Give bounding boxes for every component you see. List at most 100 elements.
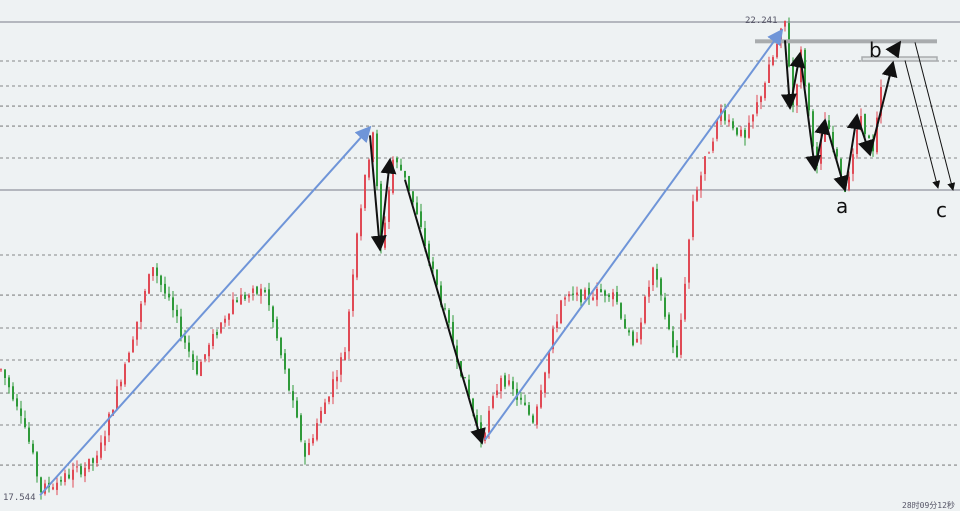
candle-body	[764, 83, 766, 99]
candle-body	[380, 183, 382, 248]
candle-body	[580, 289, 582, 303]
candle-body	[32, 443, 34, 453]
candle-body	[364, 174, 366, 209]
candle-body	[668, 314, 670, 330]
candle-body	[156, 267, 158, 276]
candle-body	[676, 345, 678, 358]
candle-body	[644, 296, 646, 323]
price-low-label: 17.544	[3, 493, 36, 503]
candle-body	[784, 20, 786, 27]
candle-body	[704, 156, 706, 175]
candle-body	[856, 129, 858, 154]
candle-body	[172, 297, 174, 311]
candle-body	[76, 466, 78, 468]
wave-arrow	[404, 179, 486, 445]
wave-arrow	[369, 135, 387, 252]
candle-body	[820, 140, 822, 164]
candle-body	[540, 390, 542, 408]
candle-body	[752, 114, 754, 122]
candle-body	[356, 233, 358, 278]
candle-body	[248, 295, 250, 298]
price-high-label: 22.241	[745, 16, 778, 26]
candle-body	[336, 376, 338, 382]
candle-body	[192, 354, 194, 363]
candle-body	[864, 113, 866, 134]
candle-body	[72, 469, 74, 480]
candle-body	[788, 23, 790, 67]
candle-body	[204, 354, 206, 360]
candle-body	[452, 321, 454, 344]
candle-body	[284, 353, 286, 370]
time-label: 28时09分12秒	[902, 501, 955, 510]
candle-body	[120, 381, 122, 387]
candle-body	[332, 379, 334, 398]
candle-body	[828, 120, 830, 129]
candle-body	[256, 286, 258, 294]
candle-body	[144, 291, 146, 303]
candle-body	[600, 289, 602, 292]
candle-body	[724, 109, 726, 121]
candle-body	[308, 443, 310, 455]
candle-body	[404, 170, 406, 178]
candle-body	[588, 287, 590, 298]
candle-body	[548, 351, 550, 374]
candle-body	[168, 293, 170, 298]
candle-body	[680, 319, 682, 355]
candle-body	[536, 406, 538, 425]
candle-body	[868, 135, 870, 139]
candle-body	[772, 57, 774, 66]
candle-body	[468, 379, 470, 398]
wave-label-a: a	[836, 194, 849, 218]
candle-body	[456, 345, 458, 363]
candle-body	[20, 408, 22, 416]
candle-body	[692, 201, 694, 238]
candle-body	[696, 190, 698, 201]
wave-arrow	[885, 40, 902, 59]
candle-body	[632, 331, 634, 346]
candle-body	[592, 297, 594, 300]
wave-label-c: c	[936, 198, 947, 222]
candle-body	[148, 274, 150, 294]
candle-body	[160, 275, 162, 285]
candle-body	[648, 286, 650, 297]
candle-body	[652, 267, 654, 286]
candle-body	[492, 396, 494, 408]
candle-body	[776, 43, 778, 58]
candle-body	[104, 436, 106, 446]
candle-body	[440, 285, 442, 306]
projection-arrow	[914, 42, 956, 191]
candle-body	[712, 141, 714, 151]
candle-body	[812, 111, 814, 147]
candle-body	[640, 322, 642, 340]
candle-body	[64, 473, 66, 482]
candle-body	[596, 289, 598, 300]
candle-body	[164, 283, 166, 294]
candle-body	[320, 410, 322, 423]
candle-body	[488, 410, 490, 433]
candle-body	[496, 390, 498, 396]
candle-body	[0, 369, 2, 371]
candle-body	[832, 131, 834, 148]
candle-body	[124, 364, 126, 385]
candle-body	[796, 84, 798, 106]
candle-body	[196, 361, 198, 375]
candle-body	[556, 321, 558, 328]
candle-body	[108, 413, 110, 436]
candle-body	[520, 397, 522, 400]
candle-body	[176, 309, 178, 317]
wave-arrow	[824, 119, 849, 192]
candle-body	[792, 65, 794, 106]
candle-body	[260, 288, 262, 296]
candle-body	[152, 267, 154, 277]
candle-body	[52, 487, 54, 490]
wave-arrow	[869, 60, 898, 155]
candle-body	[348, 311, 350, 352]
wave-arrow	[844, 113, 863, 191]
candle-body	[268, 289, 270, 306]
candle-body	[88, 458, 90, 470]
candle-body	[428, 243, 430, 260]
candle-body	[216, 332, 218, 336]
candle-body	[700, 175, 702, 191]
candle-body	[280, 337, 282, 356]
candle-body	[500, 378, 502, 392]
